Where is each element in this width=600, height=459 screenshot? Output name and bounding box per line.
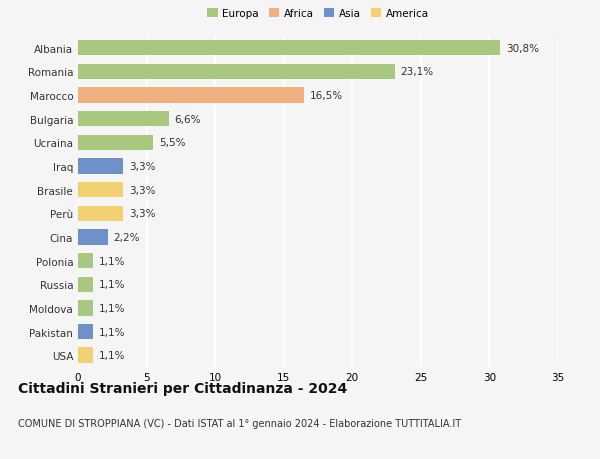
Bar [78, 206, 123, 221]
Legend: Europa, Africa, Asia, America: Europa, Africa, Asia, America [208, 9, 428, 19]
Bar [78, 159, 123, 174]
Bar [78, 41, 500, 56]
Text: 16,5%: 16,5% [310, 91, 343, 101]
Text: 1,1%: 1,1% [98, 303, 125, 313]
Bar [78, 183, 123, 198]
Text: Cittadini Stranieri per Cittadinanza - 2024: Cittadini Stranieri per Cittadinanza - 2… [18, 381, 347, 395]
Text: COMUNE DI STROPPIANA (VC) - Dati ISTAT al 1° gennaio 2024 - Elaborazione TUTTITA: COMUNE DI STROPPIANA (VC) - Dati ISTAT a… [18, 418, 461, 428]
Text: 3,3%: 3,3% [129, 209, 155, 219]
Text: 6,6%: 6,6% [174, 114, 200, 124]
Bar [78, 348, 93, 363]
Text: 1,1%: 1,1% [98, 327, 125, 337]
Text: 1,1%: 1,1% [98, 256, 125, 266]
Text: 3,3%: 3,3% [129, 162, 155, 172]
Text: 1,1%: 1,1% [98, 280, 125, 290]
Text: 5,5%: 5,5% [159, 138, 185, 148]
Bar [78, 277, 93, 292]
Bar [78, 88, 304, 103]
Bar [78, 324, 93, 340]
Text: 30,8%: 30,8% [506, 44, 539, 54]
Bar [78, 112, 169, 127]
Bar [78, 253, 93, 269]
Text: 23,1%: 23,1% [400, 67, 433, 77]
Bar [78, 301, 93, 316]
Text: 2,2%: 2,2% [113, 232, 140, 242]
Text: 3,3%: 3,3% [129, 185, 155, 195]
Bar [78, 64, 395, 80]
Text: 1,1%: 1,1% [98, 350, 125, 360]
Bar [78, 135, 154, 151]
Bar [78, 230, 108, 245]
